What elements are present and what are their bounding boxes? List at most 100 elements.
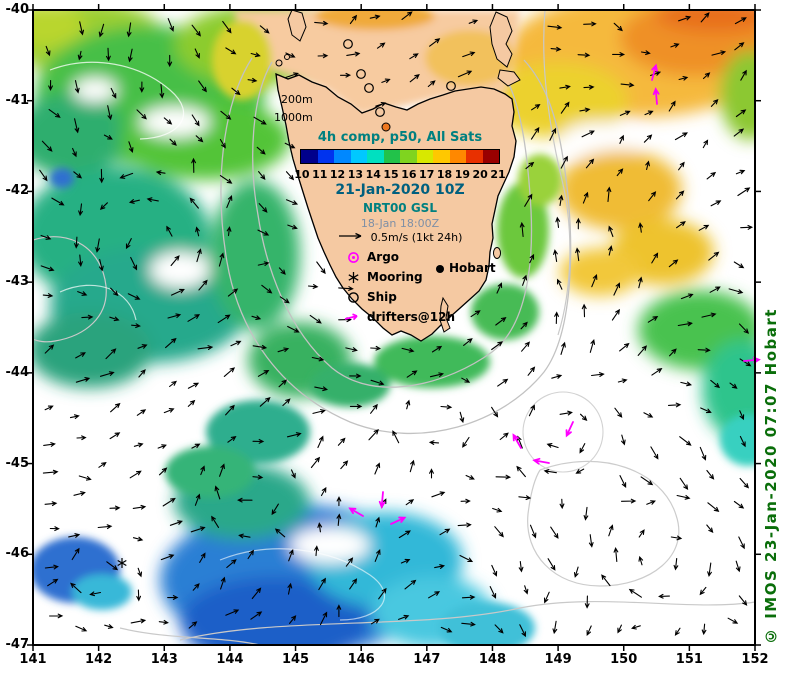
x-tick-label: 148 — [478, 652, 507, 667]
current-arrow — [227, 435, 237, 443]
current-arrow — [523, 585, 529, 595]
current-arrow — [317, 522, 323, 533]
current-arrow — [601, 574, 611, 587]
current-arrow — [680, 293, 694, 300]
current-arrow — [516, 465, 526, 478]
current-arrow — [107, 105, 113, 121]
current-arrow — [137, 567, 143, 578]
current-arrow — [127, 293, 141, 300]
current-arrow — [374, 549, 381, 562]
colorbar-tick-label: 14 — [365, 168, 381, 181]
current-arrow — [499, 432, 509, 441]
current-arrow — [198, 80, 207, 93]
current-arrow — [165, 337, 177, 349]
current-arrow — [247, 549, 254, 560]
current-arrow — [374, 462, 381, 475]
current-arrow — [220, 576, 226, 590]
current-arrow — [739, 435, 746, 448]
current-arrow — [200, 465, 205, 476]
x-tick-label: 141 — [19, 652, 47, 667]
y-tick-label: -46 — [5, 546, 30, 562]
current-arrow — [195, 135, 204, 143]
current-arrow — [157, 444, 167, 449]
current-arrow — [223, 367, 236, 377]
current-arrow — [737, 187, 751, 197]
current-arrow — [586, 625, 592, 636]
current-arrow — [582, 191, 589, 204]
flinders-island — [489, 11, 513, 68]
current-arrow — [211, 515, 220, 528]
current-arrow — [640, 50, 651, 56]
current-arrow — [676, 221, 686, 229]
current-arrow — [247, 77, 258, 83]
current-arrow — [199, 552, 206, 563]
current-arrow — [547, 558, 556, 571]
current-arrow — [518, 495, 532, 501]
current-arrow — [225, 47, 237, 55]
current-arrow — [606, 186, 612, 203]
current-arrow — [701, 623, 707, 636]
current-arrow — [678, 15, 692, 22]
current-arrow — [700, 12, 710, 23]
current-arrow — [78, 254, 83, 267]
current-arrow — [460, 498, 471, 504]
current-arrow — [219, 463, 225, 477]
current-arrow — [560, 341, 566, 355]
current-arrow — [137, 344, 148, 349]
legend-label: Argo — [367, 250, 400, 264]
current-arrow — [431, 491, 446, 498]
current-arrow — [256, 146, 266, 155]
current-arrow — [250, 611, 263, 620]
copyright-text: © IMOS 23-Jan-2020 07:07 Hobart — [762, 308, 780, 645]
current-arrow — [349, 14, 358, 25]
current-arrow — [739, 477, 750, 489]
current-arrow — [492, 507, 503, 513]
current-arrow — [637, 345, 648, 356]
current-arrow — [583, 84, 595, 90]
current-arrow — [214, 485, 221, 500]
current-arrow — [667, 402, 682, 408]
current-arrow — [285, 52, 296, 58]
current-arrow — [560, 101, 570, 114]
colorbar-segment — [383, 150, 400, 163]
colorbar-tick-label: 16 — [401, 168, 417, 181]
current-arrow — [340, 460, 349, 470]
current-arrow — [218, 252, 225, 267]
current-arrow — [95, 238, 101, 253]
current-arrow — [620, 498, 637, 504]
current-arrow — [643, 412, 654, 418]
current-arrow — [638, 529, 645, 538]
current-arrow — [103, 134, 113, 140]
current-arrow — [739, 358, 752, 367]
current-arrow — [668, 259, 679, 268]
current-arrow — [227, 288, 239, 297]
current-arrow — [588, 534, 594, 548]
current-arrow — [278, 379, 288, 388]
current-arrow — [190, 526, 206, 533]
current-arrow — [189, 197, 199, 209]
current-arrow — [261, 284, 273, 294]
current-arrow — [336, 604, 342, 618]
current-arrow — [621, 434, 626, 446]
current-arrow — [349, 373, 362, 379]
current-arrow — [45, 45, 51, 57]
x-tick-label: 149 — [544, 652, 572, 667]
current-arrow — [257, 369, 270, 377]
current-arrow — [75, 377, 91, 383]
current-arrow — [370, 403, 378, 414]
current-arrow — [439, 528, 451, 536]
current-arrow — [47, 578, 59, 587]
drifter-arrows — [348, 63, 761, 525]
current-arrow — [160, 554, 175, 561]
current-arrow — [613, 547, 619, 563]
current-arrow — [494, 526, 504, 538]
current-arrow — [579, 107, 591, 113]
current-arrow — [522, 274, 528, 286]
x-tick-label: 151 — [675, 652, 703, 667]
current-arrow — [74, 80, 80, 94]
colorbar-tick-label: 17 — [419, 168, 435, 181]
current-arrow — [428, 440, 440, 445]
current-arrow — [431, 345, 443, 353]
current-arrow — [197, 345, 214, 350]
current-arrow — [612, 52, 626, 57]
